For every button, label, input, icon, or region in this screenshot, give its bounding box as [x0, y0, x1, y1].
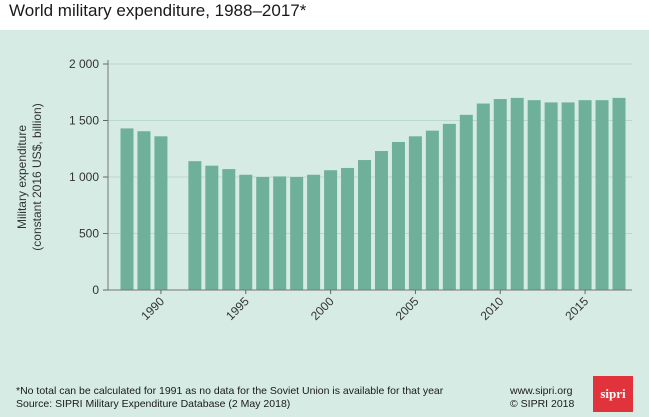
y-tick-label: 0: [92, 283, 99, 297]
source-text: Source: SIPRI Military Expenditure Datab…: [16, 398, 291, 410]
x-tick-label: 2005: [393, 294, 422, 323]
sipri-logo: sipri: [593, 376, 633, 412]
bar: [425, 130, 439, 290]
bar: [476, 103, 490, 290]
x-tick-label: 1990: [138, 294, 167, 323]
footer-credits: www.sipri.org © SIPRI 2018: [510, 385, 574, 411]
bar: [239, 174, 253, 290]
copyright-text: © SIPRI 2018: [510, 398, 575, 410]
title-bar: World military expenditure, 1988–2017*: [0, 0, 649, 30]
bar: [374, 151, 388, 290]
x-tick-label: 2010: [478, 294, 507, 323]
bar: [459, 114, 473, 290]
bar: [273, 176, 287, 290]
y-tick-label: 500: [79, 227, 99, 241]
chart-plot: 0 500 1 000 1 500 2 000 1990 1995 2000 2005 2010 2…: [15, 57, 632, 323]
bar: [510, 97, 524, 291]
bar: [341, 167, 355, 290]
chart-title: World military expenditure, 1988–2017*: [9, 1, 307, 20]
bar: [442, 123, 456, 290]
bar: [595, 100, 609, 290]
y-tick-label: 2 000: [69, 57, 99, 71]
bar: [391, 141, 405, 290]
bar: [408, 136, 422, 290]
x-tick-label: 1995: [223, 294, 252, 323]
bar: [527, 100, 541, 290]
bar: [544, 102, 558, 290]
bar: [612, 97, 626, 291]
y-axis-title-line1: Military expenditure: [15, 125, 29, 229]
bar: [493, 99, 507, 290]
bar: [561, 102, 575, 290]
y-tick-label: 1 500: [69, 114, 99, 128]
footnote: *No total can be calculated for 1991 as …: [16, 385, 443, 411]
bar: [222, 169, 236, 290]
y-tick-label: 1 000: [69, 170, 99, 184]
bar: [578, 100, 592, 290]
bar: [358, 160, 372, 290]
bar: [290, 177, 304, 290]
bar: [307, 174, 321, 290]
bar: [154, 136, 168, 290]
bar: [256, 177, 270, 290]
bar: [324, 170, 338, 290]
footnote-text: *No total can be calculated for 1991 as …: [16, 385, 444, 397]
bar: [205, 165, 219, 290]
y-axis-title-line2: (constant 2016 US$, billion): [30, 103, 44, 250]
bar: [137, 131, 151, 290]
x-tick-label: 2015: [562, 294, 591, 323]
bar: [188, 161, 202, 290]
x-tick-label: 2000: [308, 294, 337, 323]
bar: [120, 128, 134, 290]
website-link[interactable]: www.sipri.org: [510, 385, 573, 397]
